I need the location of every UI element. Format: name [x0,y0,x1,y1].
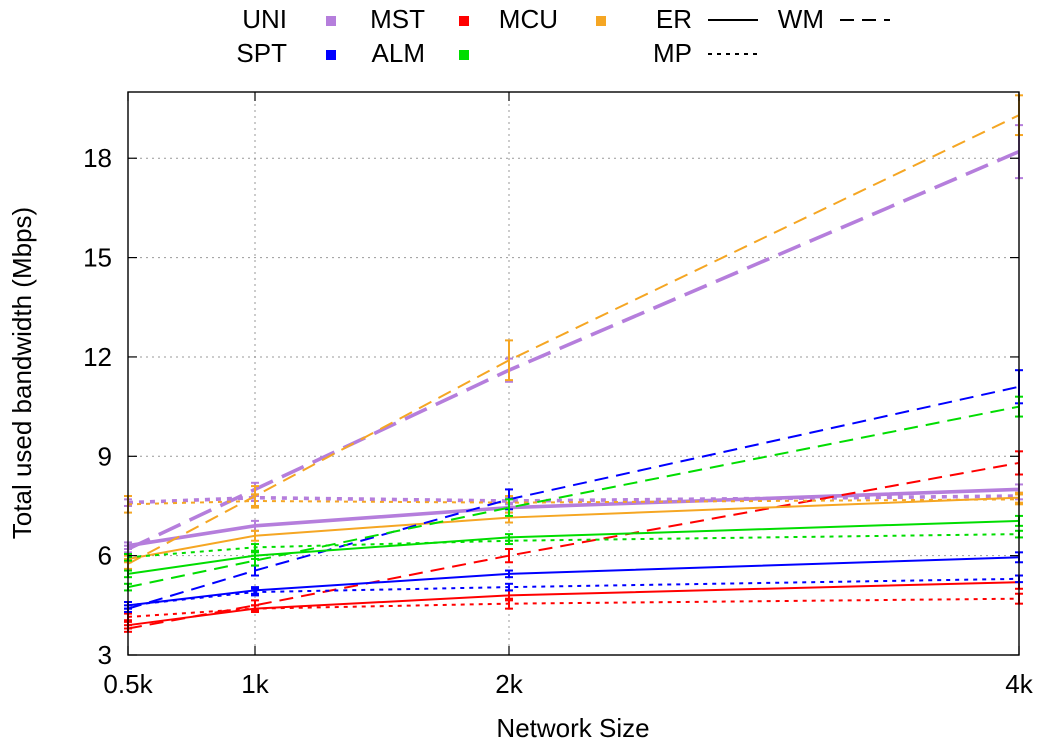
series-1 [124,124,1023,554]
legend-swatch-green [459,50,469,60]
x-tick-label: 1k [241,669,269,699]
series-line [127,533,1020,559]
legend-label-uni: UNI [242,4,287,34]
y-tick-label: 12 [83,342,112,372]
series-layer [124,94,1023,633]
series-line [127,496,1020,560]
legend-swatch-alm [326,50,336,60]
x-tick-label: 2k [495,669,523,699]
series-line [127,519,1020,575]
series-5 [124,592,1023,622]
legend: UNI MST MCU ER WM SPT ALM MP [236,4,890,68]
legend-label-alm: ALM [372,38,425,68]
series-line [127,597,1020,618]
series-line [127,581,1020,627]
legend-swatch-mst [326,16,336,26]
y-tick-label: 3 [98,640,112,670]
series-10 [124,369,1023,613]
series-line [127,461,1020,630]
series-line [127,498,1020,506]
series-line [127,405,1020,589]
legend-label-wm: WM [778,4,824,34]
plot-frame [127,91,1020,656]
series-line [127,114,1020,565]
legend-swatch-mcu [459,16,469,26]
legend-swatch-er [596,16,606,26]
series-line [127,385,1020,610]
y-tick-label: 6 [98,541,112,571]
series-line [127,577,1020,607]
axis-ticks: 3 6 9 12 15 18 0.5k 1k 2k 4k [83,92,1034,699]
plot-grid [128,92,1019,655]
y-tick-label: 9 [98,441,112,471]
series-3 [124,574,1023,630]
series-line [127,149,1020,551]
x-axis-label: Network Size [496,713,649,743]
legend-label-er: ER [656,4,692,34]
y-tick-label: 15 [83,243,112,273]
series-line [127,494,1020,505]
y-axis-label: Total used bandwidth (Mbps) [7,207,37,539]
x-tick-label: 4k [1005,669,1033,699]
legend-label-spt: SPT [236,38,287,68]
x-tick-label: 0.5k [103,669,153,699]
legend-label-mst: MST [370,4,425,34]
series-line [127,487,1020,548]
legend-label-mcu: MCU [499,4,558,34]
legend-label-mp: MP [653,38,692,68]
y-tick-label: 18 [83,143,112,173]
